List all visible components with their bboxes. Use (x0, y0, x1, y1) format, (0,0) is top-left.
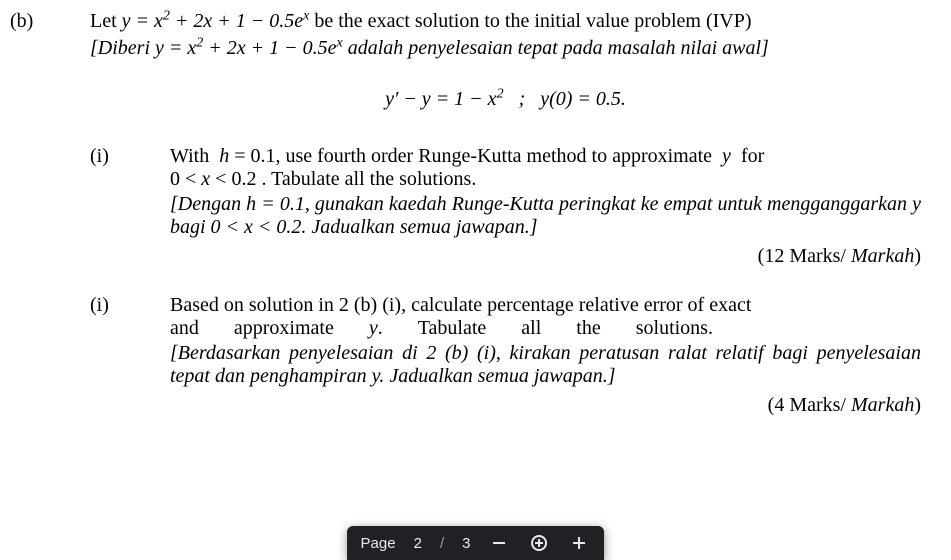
pdf-toolbar: Page 2 / 3 (347, 526, 605, 560)
zoom-in-button[interactable] (528, 532, 550, 554)
sub-i-en-line2: 0 < x < 0.2 . Tabulate all the solutions… (170, 168, 921, 191)
plus-icon (570, 534, 588, 552)
sub-ii-row: (i) Based on solution in 2 (b) (i), calc… (90, 294, 921, 417)
toolbar-current-page[interactable]: 2 (414, 535, 422, 552)
plus-circle-icon (530, 534, 548, 552)
exam-page: (b) Let y = x2 + 2x + 1 − 0.5ex be the e… (0, 0, 951, 427)
sub-ii-content: Based on solution in 2 (b) (i), calculat… (170, 294, 921, 417)
sub-i-label: (i) (90, 145, 170, 168)
sub-i-row: (i) With h = 0.1, use fourth order Runge… (90, 145, 921, 268)
part-b-row: (b) Let y = x2 + 2x + 1 − 0.5ex be the e… (0, 10, 921, 417)
part-b-content: Let y = x2 + 2x + 1 − 0.5ex be the exact… (90, 10, 921, 417)
sub-i-marks: (12 Marks/ Markah) (170, 245, 921, 268)
ivp-equation: y′ − y = 1 − x2 ; y(0) = 0.5. (90, 88, 921, 111)
intro-ms-post: adalah penyelesaian tepat pada masalah n… (348, 37, 769, 59)
intro-ms: [Diberi y = x2 + 2x + 1 − 0.5ex adalah p… (90, 37, 921, 60)
intro-ms-pre: [Diberi (90, 37, 155, 59)
part-b-label: (b) (0, 10, 90, 33)
sub-i-ms: [Dengan h = 0.1, gunakan kaedah Runge-Ku… (170, 193, 921, 239)
intro-en-pre: Let (90, 10, 122, 32)
sub-ii-marks: (4 Marks/ Markah) (170, 394, 921, 417)
sub-ii-en-line2: and approximate y. Tabulate all the solu… (170, 317, 921, 340)
minus-icon (490, 534, 508, 552)
intro-en-post: be the exact solution to the initial val… (314, 10, 751, 32)
toolbar-page-label: Page (361, 535, 396, 552)
intro-en: Let y = x2 + 2x + 1 − 0.5ex be the exact… (90, 10, 921, 33)
sub-ii-en-line1: Based on solution in 2 (b) (i), calculat… (170, 294, 921, 317)
intro-en-eq: y = x2 + 2x + 1 − 0.5ex (122, 10, 310, 32)
sub-ii-label: (i) (90, 294, 170, 317)
sub-ii-ms: [Berdasarkan penyelesaian di 2 (b) (i), … (170, 342, 921, 388)
toolbar-separator: / (440, 535, 444, 552)
sub-i-en-line1: With h = 0.1, use fourth order Runge-Kut… (170, 145, 921, 168)
intro-ms-eq: y = x2 + 2x + 1 − 0.5ex (155, 37, 343, 59)
toolbar-total-pages: 3 (462, 535, 470, 552)
zoom-out-button[interactable] (488, 532, 510, 554)
sub-i-content: With h = 0.1, use fourth order Runge-Kut… (170, 145, 921, 268)
fit-button[interactable] (568, 532, 590, 554)
